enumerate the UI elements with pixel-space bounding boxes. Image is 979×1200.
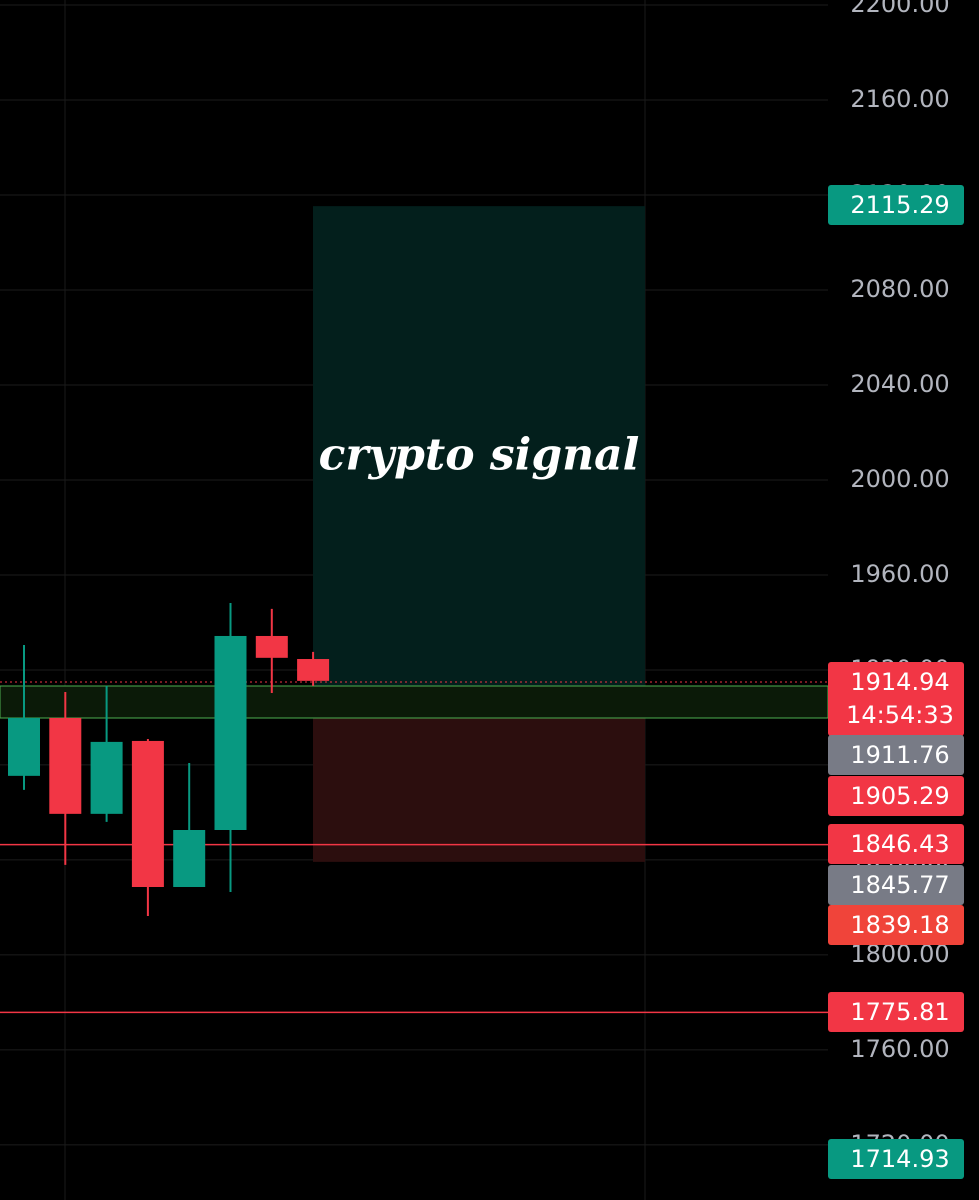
price-badge-label: 1775.81 bbox=[850, 998, 949, 1026]
candle-body bbox=[8, 717, 40, 776]
candle-body bbox=[173, 830, 206, 887]
annotation: crypto signal bbox=[319, 430, 640, 481]
price-badge-label: 1714.93 bbox=[850, 1145, 949, 1173]
y-tick-label: 2040.00 bbox=[850, 370, 949, 398]
price-badge bbox=[828, 865, 964, 905]
price-badge-label: 1846.43 bbox=[850, 830, 949, 858]
price-badge-label: 1839.18 bbox=[850, 911, 949, 939]
price-badge bbox=[828, 992, 964, 1032]
y-tick-label: 2200.00 bbox=[850, 0, 949, 18]
price-badge-label: 1914.94 bbox=[850, 668, 949, 696]
y-tick-label: 2160.00 bbox=[850, 85, 949, 113]
candle-body bbox=[49, 717, 82, 814]
price-badge bbox=[828, 1139, 964, 1179]
profit-zone bbox=[313, 206, 645, 690]
price-badge bbox=[828, 776, 964, 816]
candle-body bbox=[297, 659, 330, 681]
candle-body bbox=[131, 740, 164, 887]
y-tick-label: 1960.00 bbox=[850, 560, 949, 588]
candle-body bbox=[90, 741, 123, 814]
countdown: 14:54:33 bbox=[846, 701, 954, 729]
price-badge bbox=[828, 185, 964, 225]
price-badge-label: 1911.76 bbox=[850, 741, 949, 769]
price-badge-label: 1845.77 bbox=[850, 871, 949, 899]
price-badge bbox=[828, 905, 964, 945]
price-badge bbox=[828, 824, 964, 864]
candle-body bbox=[255, 635, 288, 658]
y-tick-label: 1760.00 bbox=[850, 1035, 949, 1063]
entry-band bbox=[0, 685, 829, 719]
candle-body bbox=[214, 635, 247, 831]
price-badge-label: 1905.29 bbox=[850, 782, 949, 810]
y-tick-label: 2000.00 bbox=[850, 465, 949, 493]
price-badge bbox=[828, 735, 964, 775]
y-tick-label: 2080.00 bbox=[850, 275, 949, 303]
price-badge-label: 2115.29 bbox=[850, 191, 949, 219]
price-badge bbox=[828, 662, 964, 736]
